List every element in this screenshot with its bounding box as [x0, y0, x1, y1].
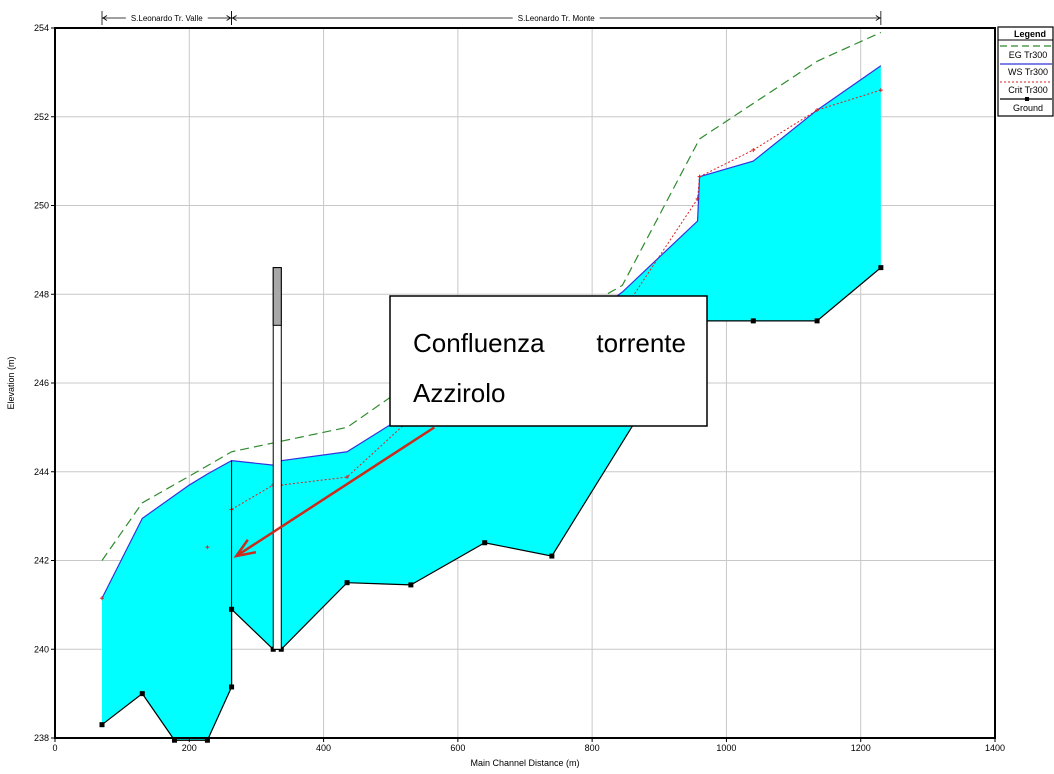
- reach-arrow-right: [226, 15, 232, 21]
- x-tick-label: 600: [450, 743, 465, 753]
- ground-point: [814, 318, 820, 324]
- legend-label-crit: Crit Tr300: [1008, 85, 1048, 95]
- x-tick-label: 1400: [985, 743, 1005, 753]
- reach-arrow-right: [875, 15, 881, 21]
- legend-title: Legend: [1014, 29, 1046, 39]
- ground-point: [878, 265, 884, 271]
- y-tick-label: 252: [34, 112, 49, 122]
- y-tick-label: 242: [34, 556, 49, 566]
- x-axis-ticks: 0 200 400 600 800 1000 1200 1400: [52, 738, 1005, 753]
- legend-box: [997, 26, 1054, 117]
- ground-point: [99, 722, 105, 728]
- y-tick-label: 250: [34, 201, 49, 211]
- y-axis-ticks: 238 240 242 244 246 248 250 252 254: [34, 23, 55, 743]
- legend: Legend EG Tr300 WS Tr300 Crit Tr300 Grou…: [997, 26, 1054, 117]
- annotation-word-1: Confluenza: [413, 328, 545, 358]
- ground-point: [172, 737, 178, 743]
- y-tick-label: 248: [34, 289, 49, 299]
- annotation: Confluenza torrente Azzirolo: [233, 295, 708, 558]
- y-tick-label: 240: [34, 644, 49, 654]
- ground-point: [750, 318, 756, 324]
- reach-arrow-left: [231, 15, 237, 21]
- reach-label-0: S.Leonardo Tr. Valle: [131, 14, 203, 23]
- y-tick-label: 246: [34, 378, 49, 388]
- ground-point: [549, 553, 555, 559]
- x-axis-label: Main Channel Distance (m): [470, 758, 579, 768]
- legend-label-ground: Ground: [1013, 103, 1043, 113]
- reach-arrow-left: [102, 15, 108, 21]
- x-tick-label: 400: [316, 743, 331, 753]
- bridge-deck: [272, 267, 282, 326]
- legend-label-eg: EG Tr300: [1009, 50, 1048, 60]
- ground-point: [482, 540, 488, 546]
- legend-label-ws: WS Tr300: [1008, 67, 1048, 77]
- annotation-arrow: [235, 426, 436, 558]
- annotation-arrow-head: [233, 539, 257, 558]
- y-tick-label: 244: [34, 467, 49, 477]
- x-tick-label: 1000: [716, 743, 736, 753]
- y-tick-label: 254: [34, 23, 49, 33]
- ground-point: [344, 580, 350, 586]
- reach-labels: S.Leonardo Tr. Valle S.Leonardo Tr. Monte: [101, 11, 882, 25]
- reach-label-1: S.Leonardo Tr. Monte: [518, 14, 595, 23]
- ground-point: [204, 737, 210, 743]
- ground-point: [139, 691, 145, 697]
- annotation-word-2: torrente: [596, 328, 686, 358]
- x-tick-label: 800: [585, 743, 600, 753]
- series-line-3: [101, 267, 882, 741]
- y-tick-label: 238: [34, 733, 49, 743]
- annotation-box: [389, 295, 708, 427]
- x-tick-label: 200: [182, 743, 197, 753]
- annotation-word-3: Azzirolo: [413, 378, 505, 408]
- ground-point: [408, 582, 414, 588]
- y-axis-label: Elevation (m): [6, 356, 16, 409]
- x-tick-label: 0: [52, 743, 57, 753]
- legend-marker-ground: [1025, 97, 1029, 101]
- bridge-structure: [272, 267, 282, 650]
- x-tick-label: 1200: [851, 743, 871, 753]
